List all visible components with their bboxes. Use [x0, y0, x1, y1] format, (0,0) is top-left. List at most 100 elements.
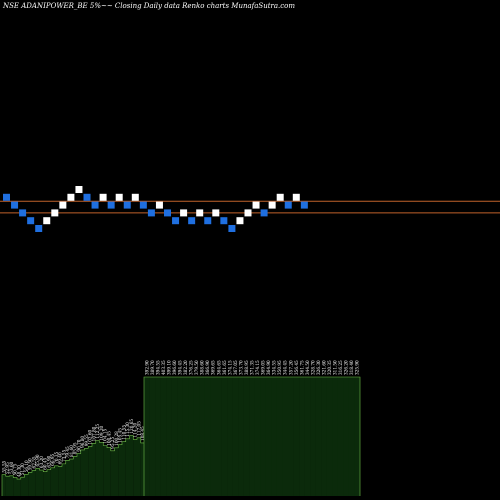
price-bar-label: 105.45: [118, 428, 123, 443]
price-bar: [58, 466, 62, 496]
price-bar-label: 120.65: [129, 419, 134, 434]
price-bar-label: 110.55: [121, 425, 126, 440]
down-brick: [284, 201, 292, 209]
price-bar-label: 361.75: [299, 360, 304, 375]
price-bar-label: 364.90: [266, 360, 271, 375]
price-bar: [265, 377, 272, 496]
price-bar-label: 85.95: [73, 442, 78, 454]
price-bar: [276, 377, 283, 496]
up-brick: [131, 193, 139, 201]
down-brick: [164, 209, 171, 217]
price-bar: [199, 377, 206, 496]
price-bar: [243, 377, 250, 496]
price-bar-label: 102.60: [88, 429, 93, 444]
price-bar: [348, 377, 355, 496]
price-bar-label: 100.45: [106, 431, 111, 446]
price-bar: [299, 377, 305, 496]
down-brick: [35, 225, 43, 232]
price-bar-label: 63.20: [39, 456, 44, 468]
price-bar: [260, 377, 267, 496]
down-brick: [91, 201, 99, 209]
price-bar-label: 109.20: [99, 425, 104, 440]
price-bar: [321, 377, 327, 496]
price-bar: [28, 472, 32, 496]
price-bar-label: 334.55: [272, 360, 277, 375]
price-bar: [20, 477, 25, 496]
price-bar: [282, 377, 289, 496]
price-bar: [293, 377, 300, 496]
up-brick: [236, 217, 244, 225]
down-brick: [220, 217, 228, 225]
price-bar: [304, 377, 311, 496]
price-bar-label: 114.20: [133, 422, 138, 437]
price-bar: [149, 377, 156, 496]
price-bar: [80, 449, 85, 496]
price-bar-label: 112.25: [95, 424, 100, 439]
price-bar: [73, 456, 77, 496]
price-bar-label: 344.50: [305, 360, 310, 375]
price-bar-label: 392.90: [144, 360, 149, 375]
price-bar: [232, 377, 239, 496]
price-bar: [354, 377, 361, 496]
price-bar: [288, 377, 294, 496]
down-brick: [27, 217, 35, 225]
price-bar: [193, 377, 200, 496]
up-brick: [155, 201, 163, 209]
price-bar: [343, 377, 350, 496]
price-bar: [77, 453, 81, 496]
price-bar: [84, 448, 89, 496]
price-bar-label: 311.50: [333, 360, 338, 375]
down-brick: [83, 193, 91, 201]
price-bar-label: 108.45: [140, 426, 145, 441]
price-bar-outline: [1, 435, 145, 496]
price-bar-label: 364.65: [216, 360, 221, 375]
price-bar: [114, 447, 119, 496]
price-bar-label: 394.45: [178, 360, 183, 375]
price-bar-label: 371.35: [250, 360, 255, 375]
up-brick: [268, 201, 276, 209]
down-brick: [172, 217, 180, 225]
price-bar: [107, 447, 111, 496]
price-bar: [35, 468, 40, 496]
down-brick: [260, 209, 268, 217]
price-bar-label: 374.15: [255, 360, 260, 375]
price-bar: [69, 459, 74, 496]
price-bar-label: 366.90: [205, 360, 210, 375]
price-bar-label: 373.70: [238, 360, 243, 375]
price-bar: [137, 437, 141, 496]
price-bar: [47, 469, 51, 496]
price-bar: [32, 470, 36, 496]
price-bar-label: 50.75: [13, 463, 18, 475]
price-bar-label: 48.30: [16, 465, 21, 477]
price-bar: [188, 377, 195, 496]
price-bar-label: 79.45: [65, 446, 70, 458]
price-bar: [65, 460, 70, 496]
price-bar: [326, 377, 333, 496]
down-brick: [19, 209, 27, 217]
price-bar: [210, 377, 217, 496]
price-bar-label: 318.40: [349, 360, 354, 375]
price-bar: [166, 377, 172, 496]
price-bar-label: 117.05: [136, 421, 141, 436]
price-bar-label: 326.20: [344, 360, 349, 375]
price-bar-label: 51.30: [20, 463, 25, 475]
down-brick: [228, 225, 236, 232]
price-bar-label: 396.60: [172, 360, 177, 375]
price-bar: [92, 443, 96, 496]
price-bar-label: 328.70: [310, 360, 315, 375]
down-brick: [204, 217, 212, 225]
up-brick: [292, 193, 300, 201]
price-bar: [204, 377, 211, 496]
up-brick: [43, 217, 51, 225]
down-brick: [11, 201, 19, 209]
price-bar-label: 52.95: [5, 462, 10, 474]
price-bar-label: 81.60: [69, 445, 74, 457]
price-bar: [50, 467, 55, 496]
down-brick: [107, 201, 115, 209]
price-bar: [310, 377, 316, 496]
price-bar: [54, 465, 59, 496]
price-bar: [122, 441, 126, 496]
price-bar: [271, 377, 278, 496]
up-brick: [276, 193, 284, 201]
